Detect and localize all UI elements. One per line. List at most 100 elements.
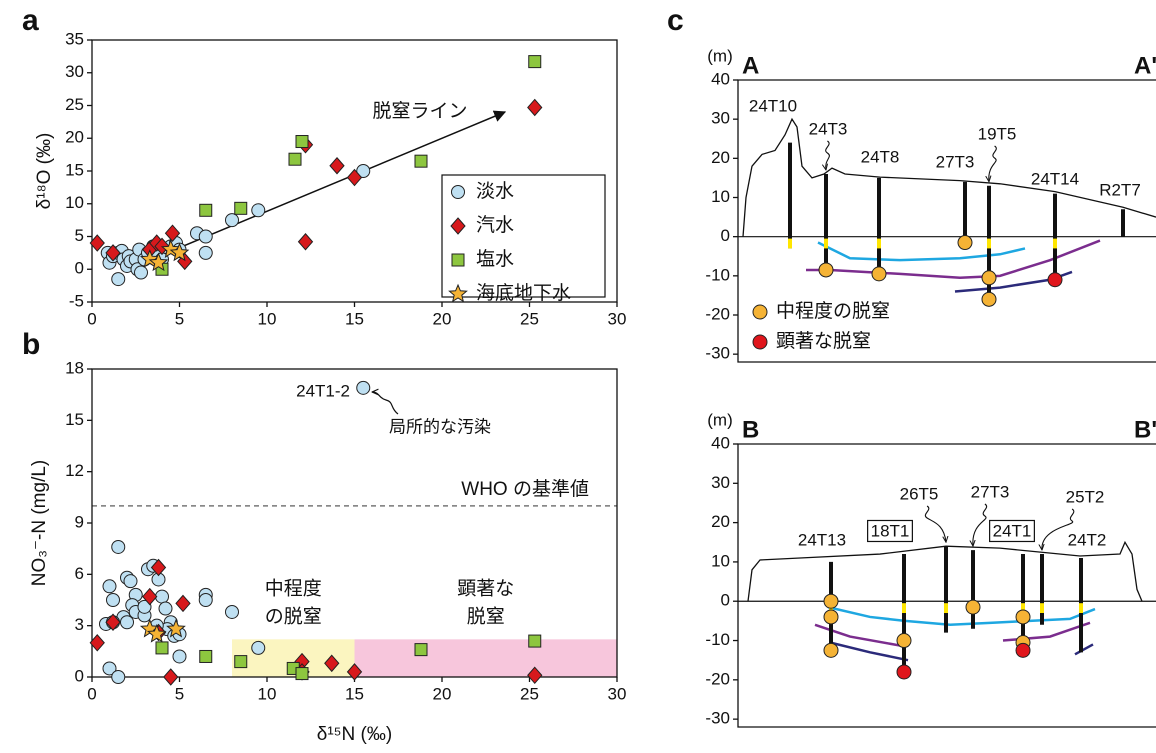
point (106, 593, 120, 607)
label-arrow (1042, 508, 1075, 550)
point (251, 640, 266, 655)
denitrification-marker (981, 270, 997, 286)
point (527, 98, 543, 117)
point (324, 654, 340, 673)
x-tick-label: 10 (258, 684, 277, 703)
section-label: B' (1134, 416, 1156, 443)
y-tick-label: 30 (65, 62, 84, 81)
well-label: 18T1 (871, 521, 910, 540)
y-tick-label: -20 (705, 669, 730, 688)
layer-boundary (814, 623, 906, 648)
layer-boundary (1074, 643, 1094, 656)
well-label: 25T2 (1066, 487, 1105, 506)
well-label: 24T13 (798, 530, 846, 549)
denitrification-marker (871, 266, 887, 282)
y-tick-label: 30 (711, 473, 730, 492)
point (198, 245, 213, 260)
legend-frame (441, 174, 606, 298)
x-tick-label: 20 (433, 684, 452, 703)
point (120, 615, 134, 630)
point (169, 242, 190, 262)
line-label: 脱窒ライン (372, 100, 467, 122)
y-tick-label: 0 (75, 259, 84, 278)
y-tick-label: 6 (75, 564, 84, 583)
point (288, 152, 302, 166)
point (137, 599, 152, 614)
y-tick-label: -5 (69, 291, 84, 310)
region (354, 639, 617, 677)
well-label: 24T10 (749, 96, 797, 115)
point (329, 157, 345, 175)
point (102, 661, 117, 676)
x-tick-label: 10 (258, 309, 277, 328)
y-tick-label: 3 (75, 615, 84, 634)
point (199, 203, 213, 217)
region-label: 中程度 (265, 577, 322, 599)
point (198, 229, 213, 244)
y-tick-label: 20 (711, 148, 730, 167)
legend-marker (752, 334, 768, 350)
section-label: A' (1134, 52, 1156, 79)
label-arrow (826, 140, 830, 170)
y-tick-label: 35 (65, 29, 84, 48)
y-tick-label: 15 (65, 160, 84, 179)
point (134, 265, 148, 280)
point (155, 589, 169, 604)
legend-marker (448, 283, 468, 303)
denitrification-marker (965, 599, 981, 615)
x-tick-label: 30 (608, 309, 627, 328)
y-tick-label: 9 (75, 512, 84, 531)
point (148, 252, 169, 272)
y-tick-label: 0 (721, 226, 730, 245)
y-tick-label: 18 (65, 358, 84, 377)
point-label: 24T1-2 (296, 381, 350, 400)
y-tick-label: 0 (75, 666, 84, 685)
terrain (742, 117, 1156, 237)
region-label: 脱窒 (467, 605, 505, 627)
well-label: 27T3 (936, 152, 975, 171)
legend-marker (450, 217, 466, 235)
y-tick-label: -10 (705, 265, 730, 284)
y-tick-label: 20 (711, 512, 730, 531)
y-unit: (m) (707, 410, 732, 429)
region-label: の脱窒 (265, 605, 322, 627)
point (414, 154, 428, 168)
panel-label: a (22, 4, 39, 37)
point (527, 666, 543, 685)
y-tick-label: 12 (65, 461, 84, 480)
y-tick-label: 20 (65, 128, 84, 147)
legend-marker (451, 253, 465, 267)
section-frame (737, 443, 1156, 728)
well-label: 24T3 (809, 119, 848, 138)
denitrification-marker (823, 642, 839, 658)
denitrification-marker (823, 593, 839, 609)
y-unit: (m) (707, 46, 732, 65)
point (528, 55, 542, 69)
y-tick-label: -30 (705, 709, 730, 728)
point (172, 649, 187, 664)
x-tick-label: 20 (433, 309, 452, 328)
point (297, 232, 314, 251)
x-tick-label: 25 (520, 309, 539, 328)
point (346, 663, 363, 681)
denitrification-marker (896, 664, 912, 680)
x-tick-label: 5 (175, 309, 184, 328)
x-tick-label: 25 (520, 684, 539, 703)
legend-marker (451, 185, 465, 199)
x-axis-label: δ¹⁵N (‰) (317, 724, 392, 745)
region-label: 顕著な (457, 577, 514, 599)
x-tick-label: 0 (87, 309, 96, 328)
y-tick-label: -30 (705, 344, 730, 363)
annotation-note: 局所的な汚染 (389, 417, 491, 436)
legend-label: 塩水 (476, 248, 514, 270)
trend-arrow (161, 110, 507, 256)
well-label: 26T5 (900, 484, 939, 503)
x-tick-label: 15 (345, 309, 364, 328)
section-label: A (742, 52, 759, 79)
legend-label: 中程度の脱窒 (776, 300, 890, 322)
well-label: 24T8 (861, 147, 900, 166)
denitrification-marker (1047, 272, 1063, 288)
y-axis-label: NO₃⁻-N (mg/L) (29, 460, 50, 587)
point (166, 618, 186, 638)
well-label: 27T3 (971, 482, 1010, 501)
